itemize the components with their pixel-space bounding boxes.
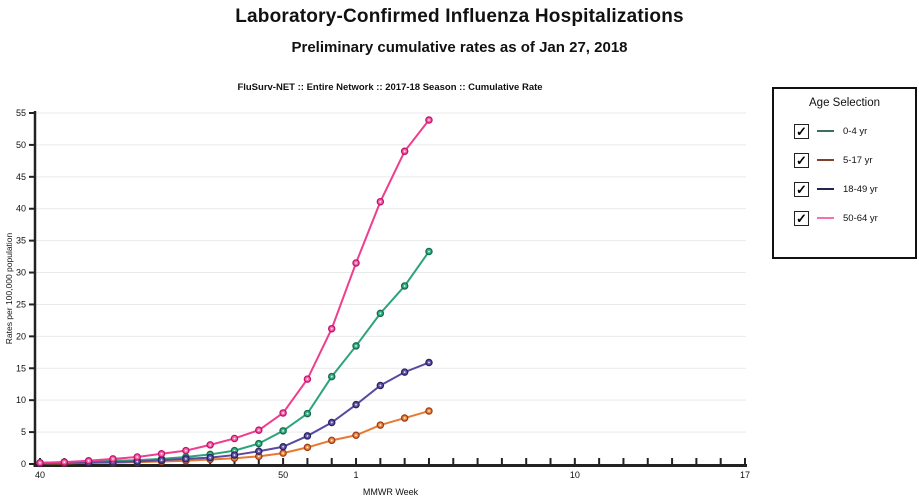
data-point-center-50-64-yr [63, 461, 66, 463]
legend-item-50-64-yr: ✓ 50-64 yr [794, 208, 915, 228]
legend-label-18-49-yr: 18-49 yr [843, 183, 878, 195]
data-point-center-50-64-yr [257, 429, 260, 432]
data-point-center-50-64-yr [282, 412, 285, 414]
data-point-center-50-64-yr [428, 119, 430, 121]
data-point-center-18-49-yr [379, 384, 382, 387]
y-tick-label: 40 [16, 204, 26, 214]
y-tick-label: 5 [21, 427, 26, 437]
y-axis-title: Rates per 100,000 population [4, 232, 14, 344]
data-point-center-18-49-yr [160, 459, 163, 462]
y-tick-label: 45 [16, 172, 26, 182]
y-tick-label: 30 [16, 268, 26, 278]
data-point-center-5-17-yr [282, 452, 285, 455]
data-point-center-0-4-yr [355, 345, 357, 347]
data-point-center-50-64-yr [184, 449, 187, 452]
x-tick-label: 10 [570, 470, 580, 480]
data-point-center-50-64-yr [355, 262, 357, 264]
checkbox-0-4-yr[interactable]: ✓ [794, 123, 809, 139]
y-tick-label: 50 [16, 140, 26, 150]
data-point-center-18-49-yr [257, 450, 260, 453]
chart-header: FluSurv-NET :: Entire Network :: 2017-18… [237, 82, 543, 93]
checkbox-50-64-yr[interactable]: ✓ [794, 210, 809, 226]
data-point-center-0-4-yr [257, 442, 260, 445]
data-point-center-18-49-yr [403, 371, 406, 374]
data-point-center-50-64-yr [403, 150, 406, 153]
data-point-center-18-49-yr [233, 454, 236, 456]
x-axis-title: MMWR Week [363, 487, 419, 497]
data-point-center-50-64-yr [87, 459, 90, 462]
checkbox-5-17-yr[interactable]: ✓ [794, 152, 809, 168]
data-point-center-0-4-yr [306, 412, 309, 415]
y-tick-label: 20 [16, 331, 26, 341]
legend-title: Age Selection [809, 97, 880, 109]
swatch-5-17-yr [817, 159, 834, 161]
data-point-center-18-49-yr [209, 456, 212, 459]
data-point-center-50-64-yr [330, 327, 333, 330]
legend-label-0-4-yr: 0-4 yr [843, 125, 868, 137]
data-point-center-5-17-yr [428, 410, 430, 412]
legend-label-50-64-yr: 50-64 yr [843, 212, 878, 224]
y-axis [29, 111, 37, 466]
data-point-center-18-49-yr [282, 445, 285, 448]
data-point-center-5-17-yr [379, 424, 382, 426]
page-subtitle: Preliminary cumulative rates as of Jan 2… [291, 39, 628, 56]
x-tick-label: 1 [354, 470, 359, 480]
data-point-center-50-64-yr [136, 456, 139, 458]
x-tick-label: 17 [740, 470, 750, 480]
legend-label-5-17-yr: 5-17 yr [843, 154, 873, 166]
swatch-18-49-yr [817, 188, 834, 190]
data-point-center-0-4-yr [379, 312, 382, 315]
x-tick-label: 40 [35, 470, 45, 480]
gridlines [35, 112, 746, 433]
x-tick-label: 50 [278, 470, 288, 480]
data-point-center-18-49-yr [428, 361, 430, 364]
y-tick-label: 0 [21, 459, 26, 469]
legend-item-18-49-yr: ✓ 18-49 yr [794, 179, 915, 199]
data-point-center-18-49-yr [330, 421, 333, 424]
data-point-center-0-4-yr [330, 375, 333, 378]
series-50-64-yr [36, 116, 433, 467]
data-point-center-5-17-yr [257, 455, 260, 458]
data-point-center-50-64-yr [233, 437, 236, 440]
series-0-4-yr [36, 247, 433, 467]
data-point-center-5-17-yr [355, 434, 357, 437]
data-point-center-50-64-yr [379, 200, 382, 203]
data-point-center-0-4-yr [403, 285, 406, 287]
data-point-center-0-4-yr [282, 429, 285, 432]
swatch-50-64-yr [817, 217, 834, 219]
data-point-center-5-17-yr [330, 439, 333, 442]
data-point-center-50-64-yr [39, 461, 41, 464]
data-point-center-50-64-yr [112, 457, 114, 460]
legend-items: ✓ 0-4 yr ✓ 5-17 yr ✓ 18-49 yr ✓ 50-64 yr [794, 121, 915, 228]
y-tick-label: 55 [16, 108, 26, 118]
legend-item-5-17-yr: ✓ 5-17 yr [794, 150, 915, 170]
y-tick-label: 10 [16, 395, 26, 405]
data-point-center-5-17-yr [306, 446, 309, 449]
data-point-center-18-49-yr [306, 435, 309, 437]
y-tick-label: 25 [16, 299, 26, 309]
page-title: Laboratory-Confirmed Influenza Hospitali… [235, 6, 684, 27]
checkbox-18-49-yr[interactable]: ✓ [794, 181, 809, 197]
legend-item-0-4-yr: ✓ 0-4 yr [794, 121, 915, 141]
swatch-0-4-yr [817, 130, 834, 132]
data-point-center-18-49-yr [355, 403, 357, 406]
legend-box: Age Selection ✓ 0-4 yr ✓ 5-17 yr ✓ 18-49… [772, 87, 917, 259]
data-point-center-50-64-yr [209, 443, 212, 446]
y-tick-label: 15 [16, 363, 26, 373]
data-point-center-0-4-yr [428, 250, 430, 253]
data-point-center-18-49-yr [184, 457, 187, 460]
data-point-center-0-4-yr [233, 449, 236, 452]
data-point-center-5-17-yr [403, 417, 406, 419]
data-point-center-50-64-yr [306, 378, 309, 381]
y-tick-label: 35 [16, 236, 26, 246]
data-point-center-50-64-yr [160, 452, 163, 455]
chart-plot: 0 5 10 15 20 25 30 35 40 45 50 55 Rates per 100,000 … [4, 108, 750, 497]
data-point-center-18-49-yr [136, 460, 139, 463]
